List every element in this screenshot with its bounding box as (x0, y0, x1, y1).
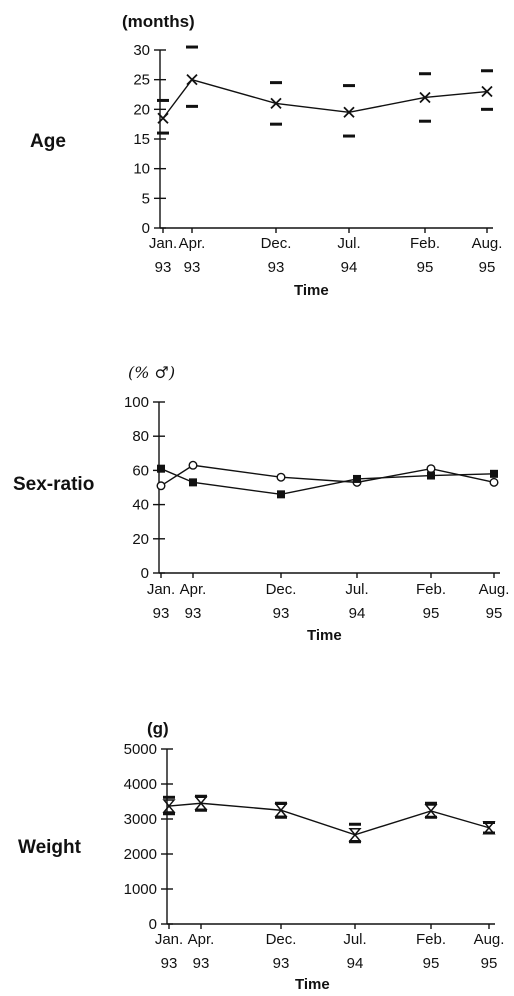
data-point-square (490, 469, 498, 478)
y-tick-label: 3000 (124, 811, 157, 828)
x-tick-label: 93 (161, 955, 178, 972)
x-tick-label: 93 (268, 259, 285, 276)
sex-ratio-unit-label: (% ♂) (128, 363, 175, 382)
data-point-square (189, 478, 197, 487)
x-tick-label: Aug. (472, 235, 503, 252)
x-tick-label: 94 (349, 605, 366, 622)
x-tick-label: Feb. (416, 931, 446, 948)
y-tick-label: 60 (132, 462, 149, 479)
age-time-label: Time (294, 282, 329, 299)
x-tick-label: Jan. (155, 931, 183, 948)
y-tick-label: 15 (133, 131, 150, 148)
data-point-x (270, 97, 282, 110)
y-tick-label: 4000 (124, 776, 157, 793)
x-tick-label: Aug. (479, 581, 510, 598)
data-point-hourglass (348, 828, 362, 842)
age-row-label: Age (30, 131, 66, 152)
data-point-x (157, 112, 169, 124)
data-point-x (343, 106, 355, 118)
x-tick-label: 93 (185, 605, 202, 622)
age-unit-label: (months) (122, 12, 195, 31)
x-tick-label: 94 (341, 259, 358, 276)
x-tick-label: Jul. (345, 581, 368, 598)
data-point-circle (156, 481, 166, 491)
x-tick-label: 93 (193, 955, 210, 972)
x-tick-label: Jan. (149, 235, 177, 252)
series-line (168, 802, 490, 836)
data-point-circle (188, 460, 198, 470)
y-tick-label: 80 (132, 428, 149, 445)
x-tick-label: Aug. (474, 931, 505, 948)
data-point-square (277, 490, 285, 499)
y-tick-label: 2000 (124, 846, 157, 863)
y-tick-label: 30 (133, 42, 150, 59)
x-tick-label: 93 (153, 605, 170, 622)
data-point-hourglass (482, 821, 496, 835)
x-tick-label: Jul. (343, 931, 366, 948)
data-point-hourglass (194, 796, 208, 810)
data-point-square (353, 474, 361, 483)
y-tick-label: 1000 (124, 881, 157, 898)
data-point-square (157, 464, 165, 473)
y-tick-label: 0 (149, 916, 157, 933)
data-point-circle (276, 472, 286, 482)
x-tick-label: 93 (273, 605, 290, 622)
weight-unit-label: (g) (147, 719, 169, 738)
x-tick-label: 93 (155, 259, 172, 276)
y-tick-label: 40 (132, 497, 149, 514)
y-tick-label: 20 (132, 531, 149, 548)
weight-time-label: Time (295, 976, 330, 993)
x-tick-label: Apr. (188, 931, 215, 948)
x-tick-label: 95 (486, 605, 503, 622)
panel-sex-ratio: (% ♂) Sex-ratio 0 20 40 60 80 100 Jan. 93 Apr. 93… (13, 363, 509, 644)
panel-age: (months) Age 0 5 10 15 20 25 30 Jan. 93 Apr. 93 Dec… (30, 12, 502, 299)
x-tick-label: 95 (481, 955, 498, 972)
x-tick-label: 95 (417, 259, 434, 276)
data-point-hourglass (274, 803, 288, 817)
panel-weight: (g) Weight 0 1000 2000 3000 4000 5000 Jan. 93 Ap… (18, 719, 504, 993)
data-point-x (186, 74, 198, 86)
x-tick-label: 95 (479, 259, 496, 276)
x-tick-label: Feb. (410, 235, 440, 252)
weight-row-label: Weight (18, 837, 82, 858)
x-tick-label: 93 (184, 259, 201, 276)
x-tick-label: 94 (347, 955, 364, 972)
y-tick-label: 20 (133, 101, 150, 118)
y-tick-label: 5000 (124, 741, 157, 758)
x-tick-label: Jan. (147, 581, 175, 598)
data-point-square (427, 471, 435, 480)
x-tick-label: 95 (423, 605, 440, 622)
series-line (160, 468, 495, 496)
series-line (160, 464, 495, 487)
data-point-circle (489, 477, 499, 487)
x-tick-label: 93 (273, 955, 290, 972)
x-tick-label: Jul. (337, 235, 360, 252)
x-tick-label: 95 (423, 955, 440, 972)
data-point-hourglass (162, 799, 176, 813)
x-tick-label: Apr. (180, 581, 207, 598)
x-tick-label: Dec. (261, 235, 292, 252)
data-point-circle (426, 464, 436, 474)
series-line (162, 78, 488, 119)
x-tick-label: Feb. (416, 581, 446, 598)
data-point-x (419, 91, 431, 104)
y-tick-label: 5 (142, 190, 150, 207)
y-tick-label: 0 (142, 220, 150, 237)
x-tick-label: Dec. (266, 581, 297, 598)
y-tick-label: 0 (141, 565, 149, 582)
y-tick-label: 25 (133, 72, 150, 89)
y-tick-label: 10 (133, 161, 150, 178)
x-tick-label: Apr. (179, 235, 206, 252)
sex-ratio-time-label: Time (307, 627, 342, 644)
data-point-hourglass (424, 804, 438, 818)
sex-ratio-row-label: Sex-ratio (13, 474, 94, 495)
x-tick-label: Dec. (266, 931, 297, 948)
data-point-x (481, 85, 493, 98)
y-tick-label: 100 (124, 394, 149, 411)
